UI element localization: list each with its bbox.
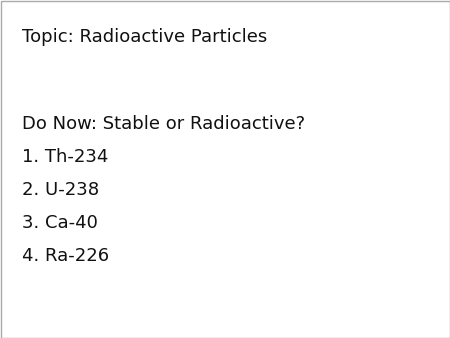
Text: Topic: Radioactive Particles: Topic: Radioactive Particles bbox=[22, 28, 267, 46]
Text: 4. Ra-226: 4. Ra-226 bbox=[22, 247, 109, 265]
Text: Do Now: Stable or Radioactive?: Do Now: Stable or Radioactive? bbox=[22, 115, 305, 133]
Text: 1. Th-234: 1. Th-234 bbox=[22, 148, 108, 166]
Text: 3. Ca-40: 3. Ca-40 bbox=[22, 214, 98, 232]
Text: 2. U-238: 2. U-238 bbox=[22, 181, 99, 199]
